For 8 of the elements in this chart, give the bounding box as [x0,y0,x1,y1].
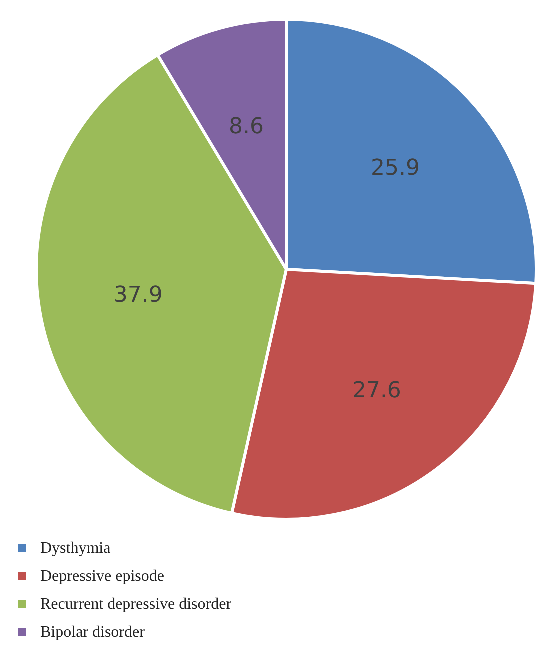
legend-label: Depressive episode [40,568,164,585]
data-label: 27.6 [352,378,402,404]
data-label: 25.9 [371,156,420,181]
legend-label: Bipolar disorder [40,624,146,641]
legend-label: Dysthymia [40,540,111,557]
data-label: 37.9 [114,282,163,308]
legend-label: Recurrent depressive disorder [40,596,232,613]
data-label: 8.6 [228,114,264,140]
